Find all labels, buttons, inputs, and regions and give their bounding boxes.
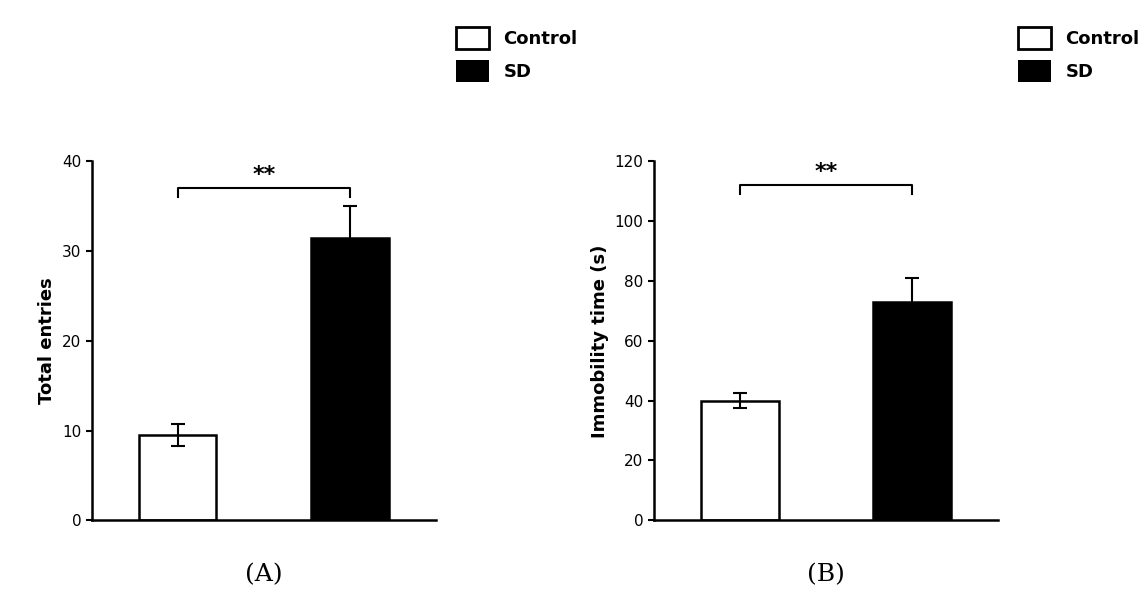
Legend: Control, SD: Control, SD	[1019, 27, 1139, 82]
Bar	[139, 435, 217, 520]
Text: **: **	[252, 165, 275, 185]
Bar	[873, 302, 951, 520]
Text: (B): (B)	[806, 563, 845, 586]
Y-axis label: Total entries: Total entries	[38, 277, 56, 404]
Text: **: **	[814, 162, 837, 182]
Y-axis label: Immobility time (s): Immobility time (s)	[591, 244, 609, 438]
Legend: Control, SD: Control, SD	[457, 27, 577, 82]
Bar	[701, 401, 779, 520]
Bar	[311, 238, 389, 520]
Text: (A): (A)	[245, 563, 282, 586]
